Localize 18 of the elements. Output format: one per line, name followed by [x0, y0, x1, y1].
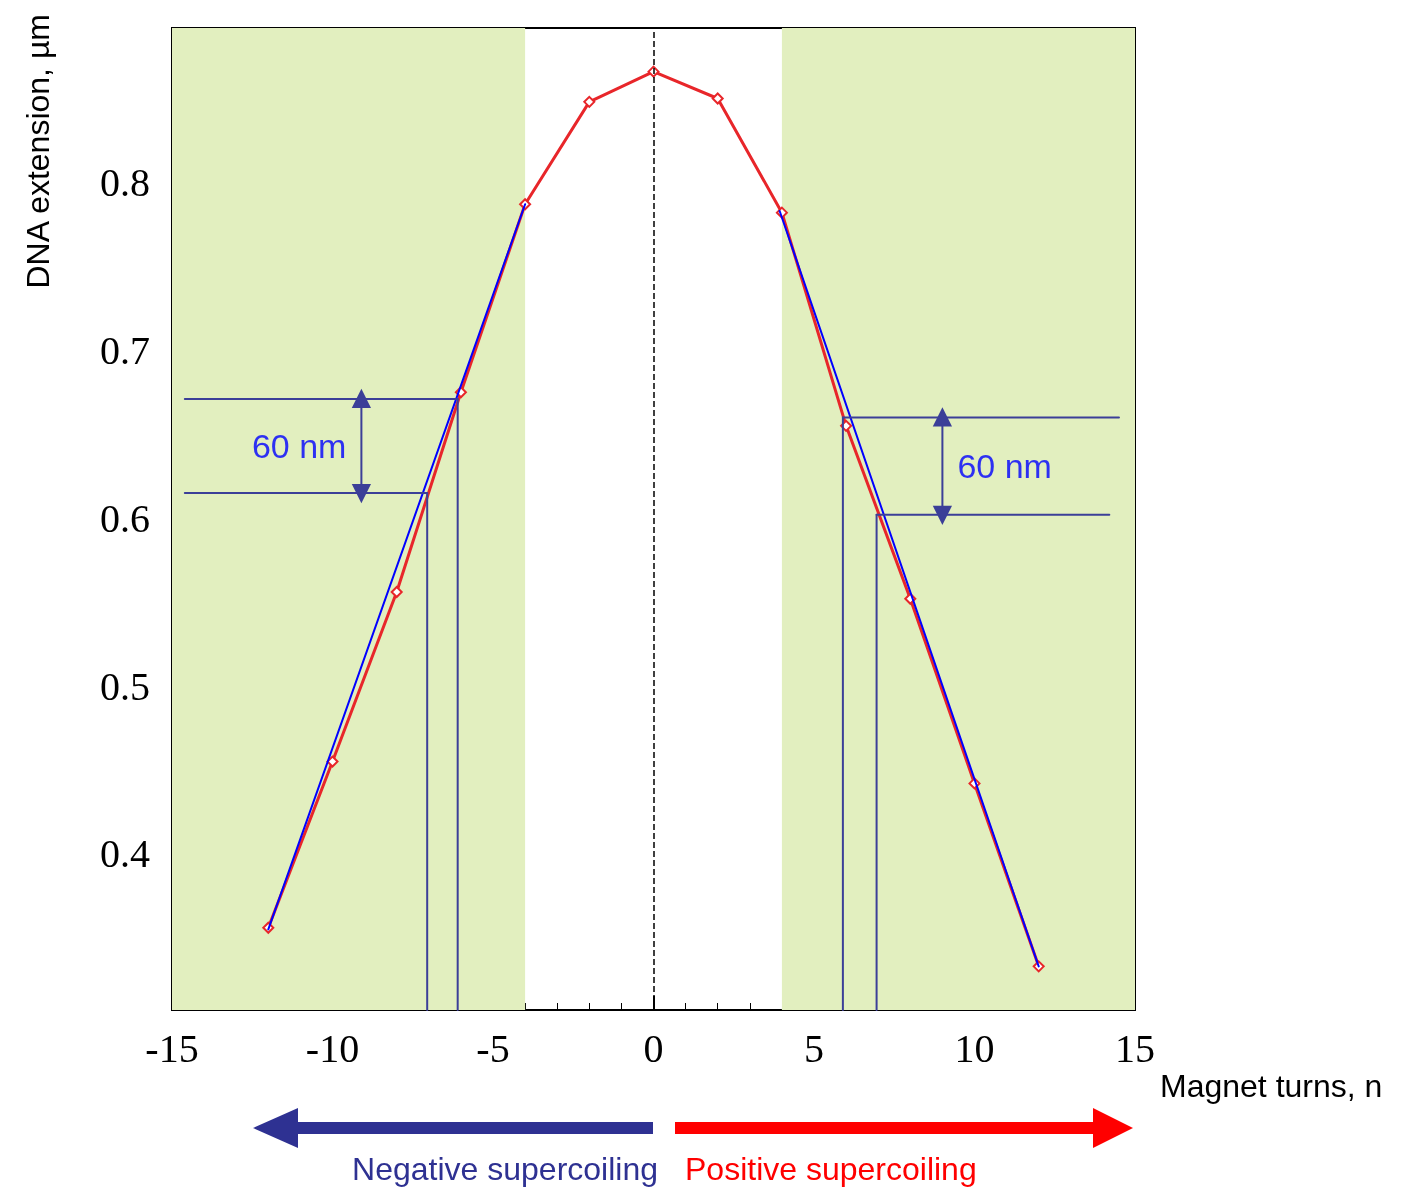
y-tick-label: 0.4 — [100, 831, 150, 877]
text: Negative supercoiling — [352, 1151, 658, 1188]
text: Positive supercoiling — [685, 1151, 977, 1188]
x-tick-label: -15 — [145, 1025, 199, 1071]
annotation: 60 nm — [957, 447, 1052, 486]
x-tick-label: 10 — [954, 1025, 995, 1071]
y-tick-label: 0.5 — [100, 663, 150, 709]
y-tick-label: 0.8 — [100, 159, 150, 205]
x-tick-label: 5 — [804, 1025, 824, 1071]
y-tick-label: 0.6 — [100, 495, 150, 541]
x-tick-label: 15 — [1115, 1025, 1155, 1071]
x-tick-label: 0 — [643, 1025, 664, 1071]
y-axis-title: DNA extension, µm — [20, 14, 56, 289]
annotation: 60 nm — [251, 426, 347, 465]
x-tick-label: -10 — [305, 1025, 360, 1071]
y-tick-label: 0.7 — [100, 327, 150, 373]
x-axis-title: Magnet turns, n — [1160, 1068, 1383, 1104]
x-tick-label: -5 — [476, 1025, 510, 1071]
